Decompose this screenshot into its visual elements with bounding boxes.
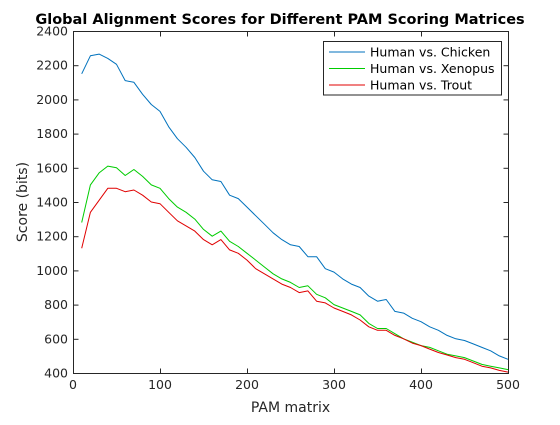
y-tick-label: 1000 — [36, 263, 68, 278]
y-axis-label: Score (bits) — [15, 162, 31, 242]
legend-label-3: Human vs. Trout — [370, 78, 472, 93]
series-line-2 — [81, 165, 509, 371]
legend-label-2: Human vs. Xenopus — [370, 61, 495, 76]
y-tick-label: 1400 — [36, 195, 68, 210]
y-tick-label: 2200 — [36, 58, 68, 73]
legend-label-1: Human vs. Chicken — [370, 45, 490, 60]
x-tick-label: 200 — [235, 377, 259, 392]
x-tick-label: 500 — [496, 377, 520, 392]
series-line-1 — [81, 53, 509, 360]
series-line-3 — [81, 187, 509, 373]
x-tick-label: 100 — [148, 377, 172, 392]
chart-title: Global Alignment Scores for Different PA… — [35, 12, 524, 28]
y-tick-label: 400 — [44, 366, 68, 381]
x-axis-label: PAM matrix — [251, 400, 330, 416]
x-tick-label: 400 — [409, 377, 433, 392]
x-tick-label: 300 — [322, 377, 346, 392]
y-tick-label: 600 — [44, 331, 68, 346]
series-layer — [81, 53, 509, 373]
y-tick-label: 1800 — [36, 126, 68, 141]
ticks-layer: 0 100 200 300 400 500 400 600 800 1000 1200 1400 160… — [36, 24, 520, 393]
y-tick-label: 800 — [44, 297, 68, 312]
y-tick-label: 2400 — [36, 24, 68, 39]
y-tick-label: 2000 — [36, 92, 68, 107]
y-tick-label: 1600 — [36, 160, 68, 175]
y-tick-label: 1200 — [36, 229, 68, 244]
x-tick-label: 0 — [69, 377, 77, 392]
